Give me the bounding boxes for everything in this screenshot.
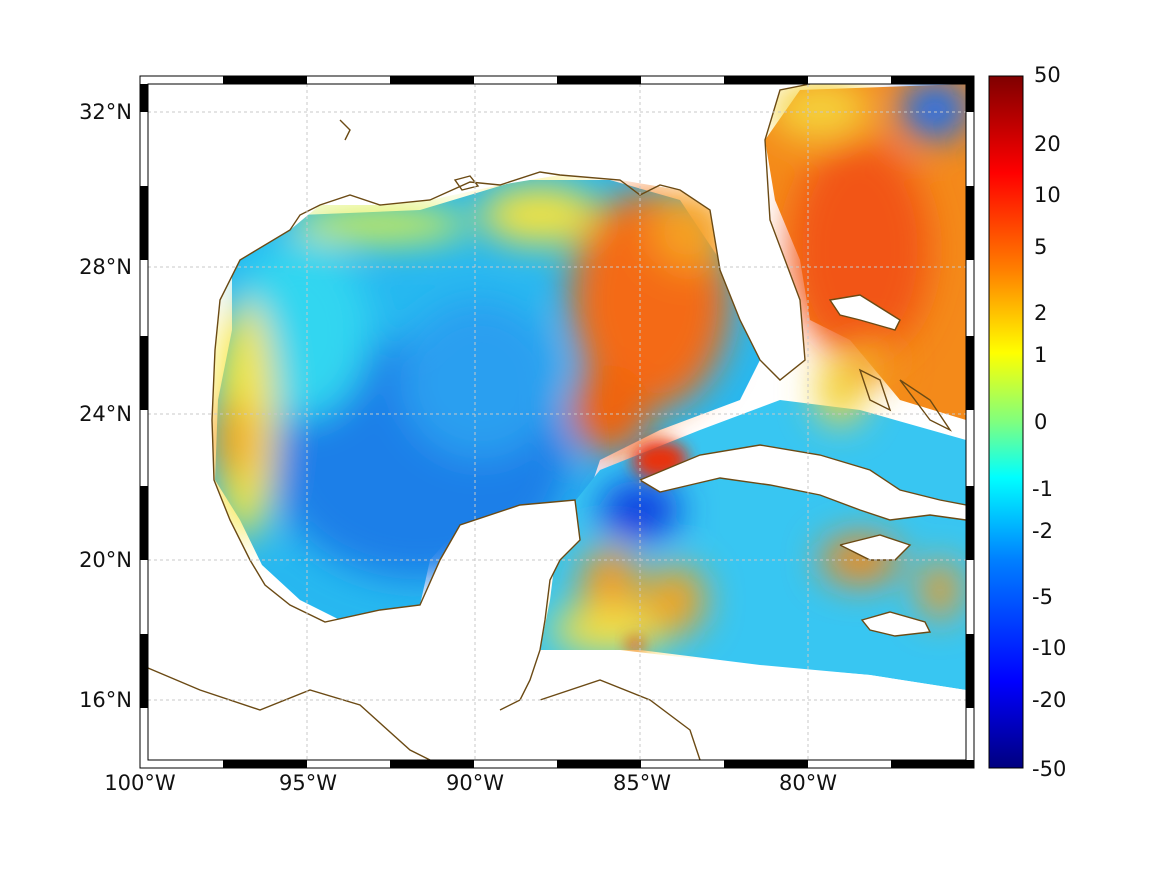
central-america-coast <box>148 667 431 760</box>
loop-orange <box>570 365 650 455</box>
atlantic-blue-corner <box>900 84 966 140</box>
caribbean-orange-mid <box>645 565 705 635</box>
atlantic-red <box>790 140 930 360</box>
colorbar-tick-label: -50 <box>1032 757 1067 781</box>
colorbar-tick-label: 50 <box>1034 63 1061 87</box>
colorbar-tick-label: -2 <box>1032 519 1053 543</box>
inland-lakes <box>339 119 480 191</box>
lat-label-24n: 24°N <box>79 402 132 426</box>
colorbar-tick-label: 0 <box>1034 410 1048 434</box>
data-field <box>148 84 966 760</box>
lon-label-85w: 85°W <box>613 771 671 795</box>
bahamas-coast <box>828 294 953 432</box>
north-yellow <box>290 207 470 243</box>
colorbar-tick-label: 5 <box>1034 235 1048 259</box>
colorbar-tick-label: 2 <box>1034 301 1048 325</box>
caribbean-red-dot <box>627 637 643 653</box>
honduras-coast <box>539 679 701 760</box>
colorbar-tick-label: -20 <box>1032 688 1067 712</box>
lon-label-90w: 90°W <box>446 771 504 795</box>
colorbar-tick-label: 20 <box>1034 132 1061 156</box>
colorbar-tick-label: 10 <box>1034 183 1061 207</box>
lat-label-28n: 28°N <box>79 255 132 279</box>
graticule <box>148 84 966 760</box>
lon-label-100w: 100°W <box>104 771 176 795</box>
gulf-coast <box>211 84 811 711</box>
colorbar-tick-label: -5 <box>1032 585 1053 609</box>
jamaica-coast <box>860 611 932 637</box>
lon-label-80w: 80°W <box>779 771 837 795</box>
colorbar <box>988 75 1024 769</box>
lat-label-16n: 16°N <box>79 688 132 712</box>
lon-label-95w: 95°W <box>279 771 337 795</box>
colorbar-gradient <box>988 75 1024 769</box>
cuba-coast <box>639 444 966 521</box>
coastlines <box>148 84 966 760</box>
mobile-yellow <box>480 185 600 245</box>
colorbar-tick-label: 1 <box>1034 343 1048 367</box>
gulf-center-blue <box>400 300 560 460</box>
colorbar-tick-label: -1 <box>1032 477 1053 501</box>
hispaniola-coast <box>839 534 912 561</box>
lat-label-20n: 20°N <box>79 548 132 572</box>
bahamas-orange <box>845 335 895 385</box>
lat-label-32n: 32°N <box>79 100 132 124</box>
colorbar-tick-label: -10 <box>1032 636 1067 660</box>
east-orange <box>920 560 960 620</box>
map-frame <box>139 75 975 769</box>
west-orange <box>210 400 254 480</box>
